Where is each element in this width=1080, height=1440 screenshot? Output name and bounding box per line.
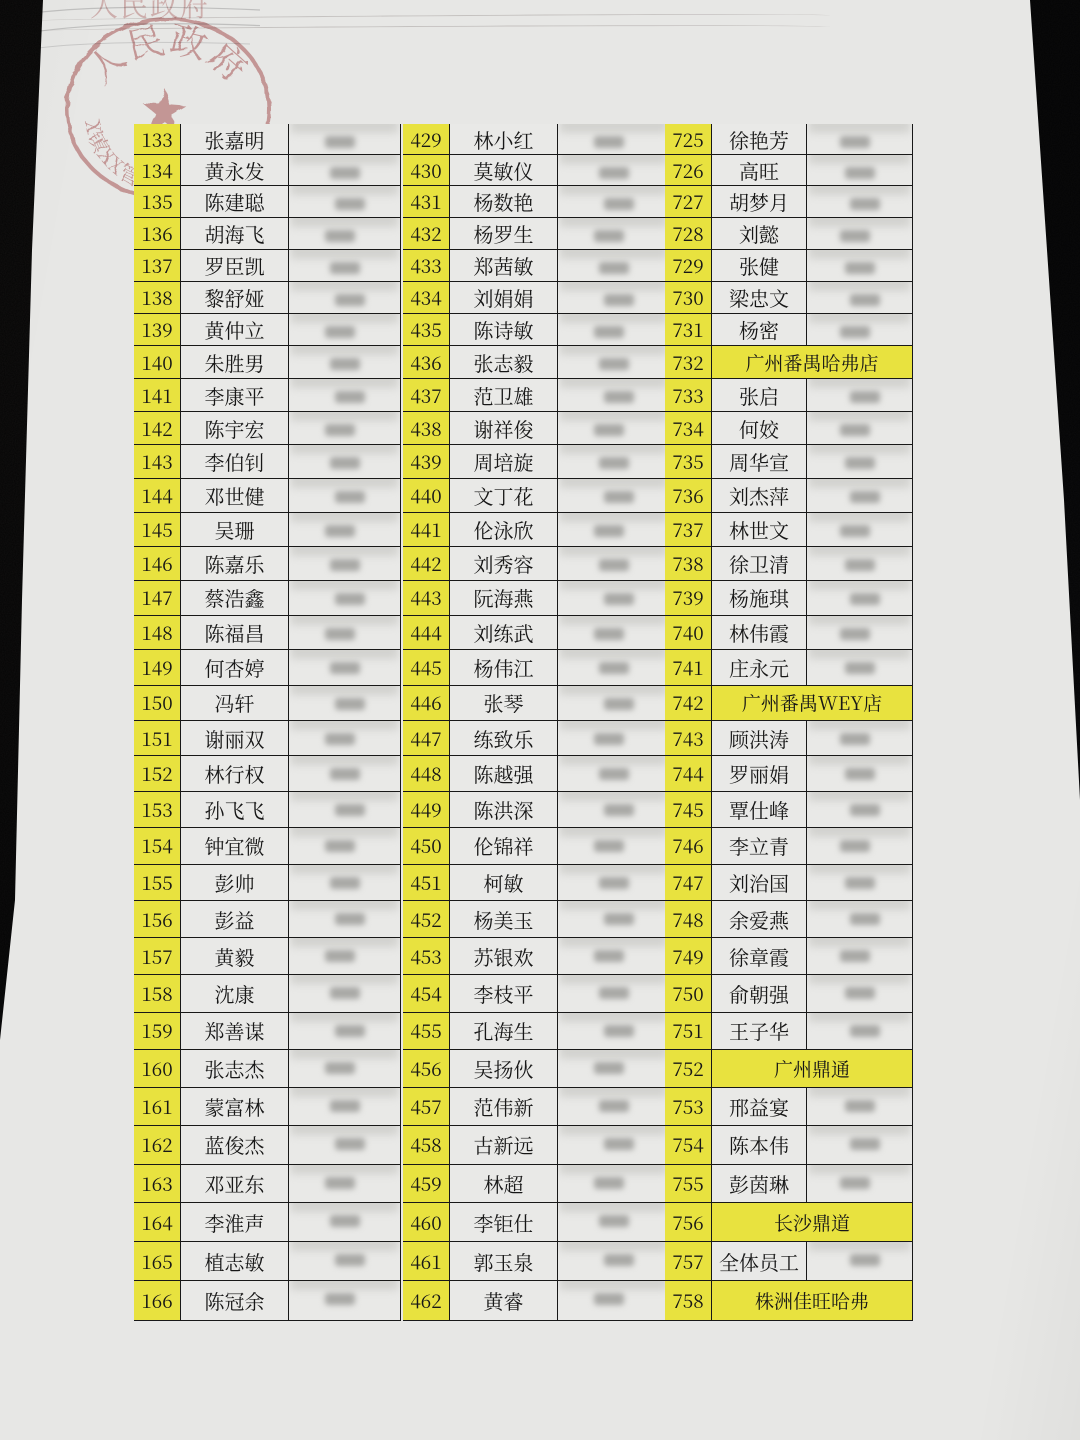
svg-text:人民政府: 人民政府: [75, 12, 261, 93]
